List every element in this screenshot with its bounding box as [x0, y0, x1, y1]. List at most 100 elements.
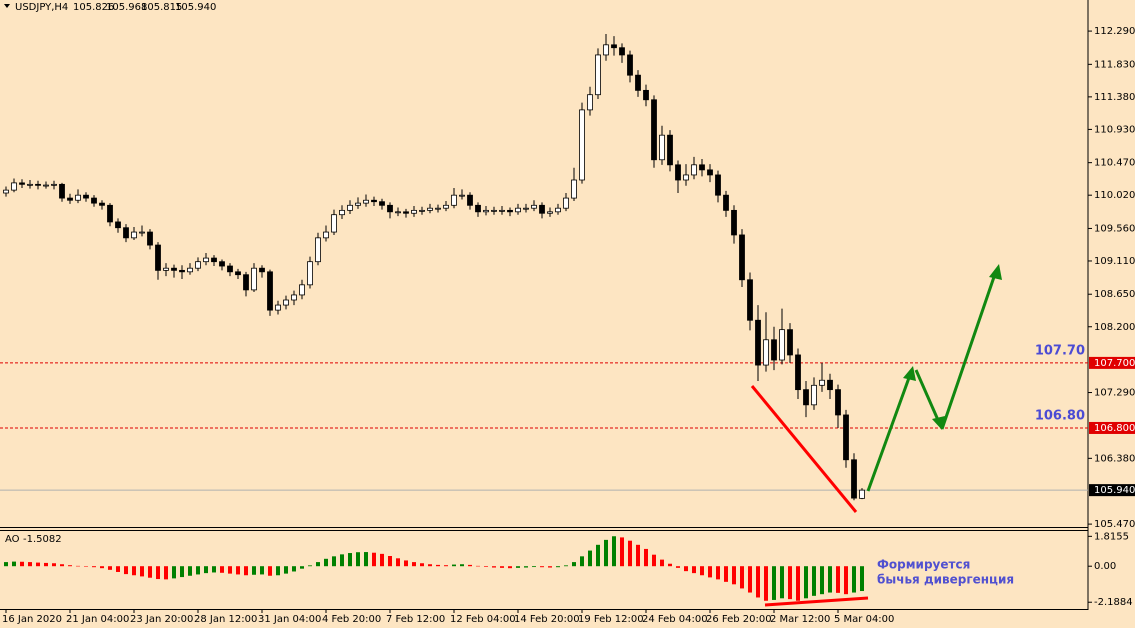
candle-body	[667, 134, 673, 166]
ao-bar	[524, 566, 528, 568]
candle-body	[3, 189, 9, 194]
candle-body	[267, 271, 273, 311]
ao-bar	[100, 566, 104, 569]
candle-body	[339, 209, 345, 216]
indicator-name: AO	[5, 534, 20, 545]
ao-bar	[380, 553, 384, 567]
arrowhead	[903, 366, 916, 381]
ao-bar	[404, 560, 408, 567]
candle-body	[139, 231, 145, 234]
y-tick-label: 112.290	[1094, 26, 1135, 37]
candle-body	[355, 202, 361, 206]
candle-body	[283, 299, 289, 306]
candle-body	[59, 183, 65, 199]
ao-bar	[660, 559, 664, 567]
annotation: бычья дивергенция	[877, 573, 1014, 587]
candle-body	[443, 204, 449, 209]
candle-body	[747, 279, 753, 321]
candle-body	[379, 201, 385, 206]
candle-body	[811, 384, 817, 406]
menu-icon[interactable]	[4, 4, 10, 8]
candle-body	[611, 44, 617, 49]
candle-body	[763, 339, 769, 366]
candle-body	[723, 194, 729, 211]
candle-body	[523, 207, 529, 210]
ao-bar	[724, 566, 728, 582]
ao-bar	[372, 552, 376, 567]
y-tick-label: 108.200	[1094, 322, 1135, 333]
candle-body	[187, 267, 193, 273]
candle-body	[91, 197, 97, 204]
candle-body	[515, 207, 521, 213]
candle-body	[371, 199, 377, 203]
annotation: Формируется	[877, 558, 970, 572]
ao-bar	[292, 566, 296, 572]
arrow	[866, 374, 912, 492]
candle-body	[635, 74, 641, 91]
ao-bar	[540, 566, 544, 568]
candle-body	[83, 194, 89, 199]
ao-bar	[204, 566, 208, 574]
candle-body	[115, 221, 121, 229]
candle-body	[179, 269, 185, 273]
chart-title: USDJPY,H4	[15, 2, 68, 13]
ao-bar	[596, 544, 600, 567]
ao-bar	[652, 554, 656, 567]
candle-body	[299, 284, 305, 296]
arrow	[914, 369, 940, 421]
ao-bar	[412, 562, 416, 567]
ao-bar	[836, 566, 840, 593]
candle-body	[803, 389, 809, 406]
ao-bar	[340, 554, 344, 567]
ao-bar	[196, 566, 200, 575]
ao-bar	[532, 566, 536, 568]
candle-body	[419, 209, 425, 212]
candle-body	[691, 164, 697, 176]
ao-bar	[684, 566, 688, 572]
y-tick-label: 111.830	[1094, 59, 1135, 70]
candle-body	[499, 209, 505, 212]
candle-body	[555, 207, 561, 213]
ao-bar	[276, 566, 280, 576]
candle-body	[259, 267, 265, 273]
ao-bar	[436, 564, 440, 567]
x-tick-label: 21 Jan 04:00	[66, 614, 129, 625]
arrowhead	[989, 264, 1002, 280]
divergence-line	[764, 596, 869, 607]
candle-body	[819, 379, 825, 386]
candle-body	[307, 261, 313, 286]
ao-bar	[252, 566, 256, 575]
ao-bar	[236, 566, 240, 575]
current-price-label: 105.940	[1094, 485, 1135, 496]
y-tick-label: 109.110	[1094, 256, 1135, 267]
candle-body	[507, 209, 513, 213]
x-tick-label: 4 Feb 20:00	[322, 614, 381, 625]
candle-body	[363, 199, 369, 204]
ao-bar	[92, 566, 96, 568]
candle-body	[539, 204, 545, 214]
ao-bar	[308, 565, 312, 567]
x-tick-label: 2 Mar 12:00	[770, 614, 830, 625]
candle-body	[627, 54, 633, 76]
candle-body	[451, 194, 457, 206]
candle-body	[779, 329, 785, 361]
ao-bar	[132, 566, 136, 576]
ohlc-low: 105.815	[141, 2, 182, 13]
candle-body	[707, 169, 713, 176]
candle-body	[347, 204, 353, 211]
ao-bar	[804, 566, 808, 599]
ao-bar	[228, 566, 232, 574]
candle-body	[531, 204, 537, 209]
candle-body	[411, 209, 417, 214]
y-tick-label: 108.650	[1094, 289, 1135, 300]
candle-body	[219, 261, 225, 267]
y-tick-label: -2.1884	[1094, 597, 1133, 608]
ao-bar	[36, 562, 40, 567]
candle-body	[323, 231, 329, 239]
ao-bar	[444, 565, 448, 567]
candle-body	[195, 261, 201, 269]
ao-bar	[84, 566, 88, 567]
ao-bar	[620, 537, 624, 567]
ao-bar	[388, 556, 392, 567]
